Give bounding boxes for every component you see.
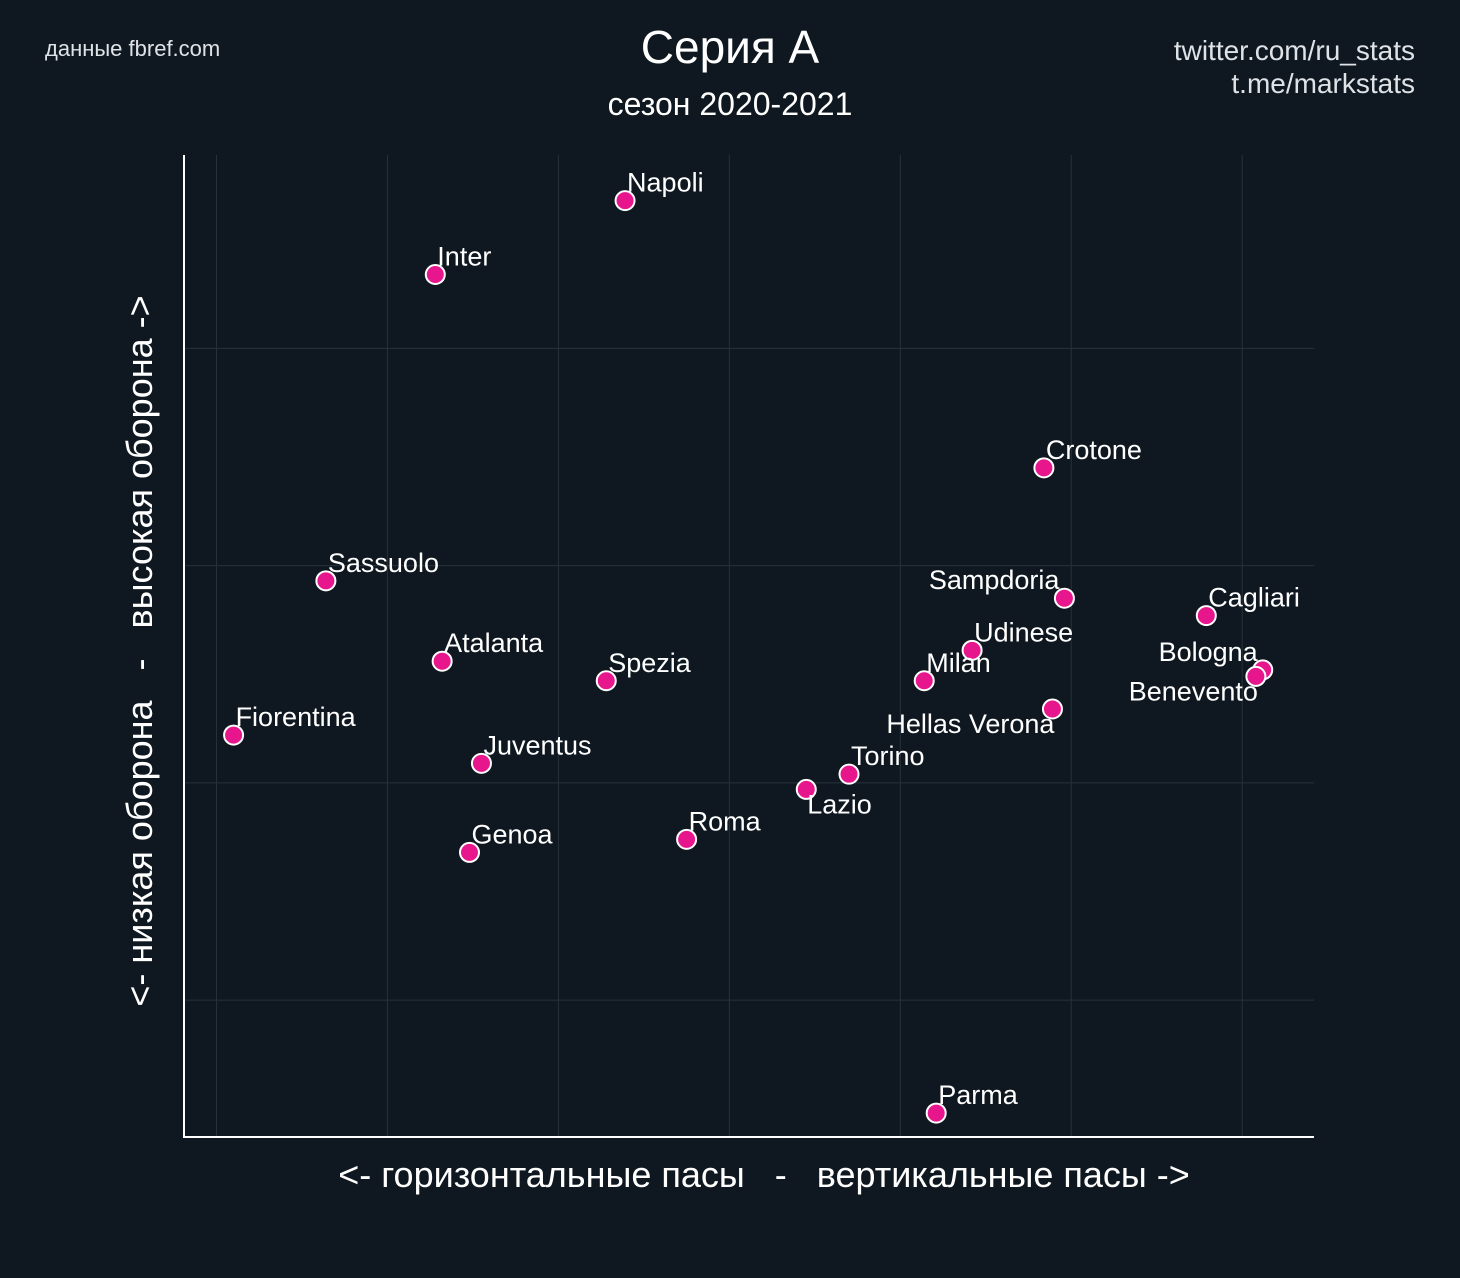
point-label: Atalanta [444, 628, 544, 658]
data-point [315, 570, 337, 592]
point-label: Inter [437, 241, 491, 271]
point-label: Genoa [471, 819, 553, 849]
data-point-group: Udinese [961, 617, 1073, 661]
data-point [1041, 698, 1063, 720]
point-label: Milan [926, 648, 991, 678]
data-point [795, 778, 817, 800]
data-point-group: Genoa [458, 819, 554, 863]
data-point-group: Juventus [470, 730, 592, 774]
point-label: Cagliari [1208, 583, 1300, 613]
x-axis-label: <- горизонтальные пасы - вертикальные па… [338, 1154, 1190, 1195]
data-point-group: Lazio [795, 778, 872, 819]
point-label: Roma [689, 806, 762, 836]
chart-title: Серия А [640, 21, 820, 73]
y-axis-label: <- низкая оборона - высокая оборона -> [119, 295, 160, 1006]
point-label: Lazio [807, 789, 872, 819]
data-point [1033, 457, 1055, 479]
point-label: Juventus [483, 730, 591, 760]
point-label: Sampdoria [929, 565, 1061, 595]
point-label: Crotone [1046, 435, 1142, 465]
point-label: Torino [851, 741, 925, 771]
point-label: Sassuolo [328, 548, 439, 578]
point-label: Bologna [1159, 637, 1259, 667]
points-layer: Napoli Inter Crotone Sassuolo Sampdoria Cagli… [223, 168, 1300, 1124]
credit-telegram: t.me/markstats [1231, 68, 1415, 99]
data-point-group: Napoli [614, 168, 704, 212]
data-point [1053, 587, 1075, 609]
data-point-group: Atalanta [431, 628, 544, 672]
data-point-group: Crotone [1033, 435, 1142, 479]
data-point-group: Benevento [1129, 665, 1267, 706]
data-point [925, 1102, 947, 1124]
data-point-group: Sassuolo [315, 548, 439, 592]
data-point-group: Inter [424, 241, 491, 285]
data-point-group: Fiorentina [223, 702, 357, 746]
data-point [614, 190, 636, 212]
point-label: Benevento [1129, 676, 1258, 706]
credits: twitter.com/ru_stats t.me/markstats [1174, 34, 1415, 100]
data-point [223, 724, 245, 746]
grid [184, 155, 1314, 1137]
point-label: Spezia [608, 648, 692, 678]
credit-twitter: twitter.com/ru_stats [1173, 35, 1415, 66]
data-point-group: Cagliari [1195, 583, 1300, 627]
data-point-group: Torino [838, 741, 925, 785]
data-point [913, 670, 935, 692]
data-point-group: Hellas Verona [886, 698, 1063, 739]
data-point [838, 763, 860, 785]
data-point [424, 263, 446, 285]
data-point [1195, 605, 1217, 627]
data-point [1245, 665, 1267, 687]
data-point-group: Milan [913, 648, 991, 692]
point-label: Hellas Verona [886, 709, 1055, 739]
data-point [431, 650, 453, 672]
point-label: Napoli [627, 168, 704, 198]
data-point [961, 639, 983, 661]
data-point [676, 828, 698, 850]
data-point [470, 752, 492, 774]
data-point [595, 670, 617, 692]
data-point-group: Roma [676, 806, 762, 850]
point-label: Parma [938, 1080, 1019, 1110]
chart-subtitle: сезон 2020-2021 [607, 86, 853, 122]
point-label: Udinese [974, 617, 1073, 647]
data-point-group: Sampdoria [929, 565, 1075, 609]
data-point-group: Spezia [595, 648, 692, 692]
data-source-note: данные fbref.com [45, 36, 221, 61]
data-point [458, 841, 480, 863]
point-label: Fiorentina [236, 702, 357, 732]
data-point-group: Parma [925, 1080, 1019, 1124]
